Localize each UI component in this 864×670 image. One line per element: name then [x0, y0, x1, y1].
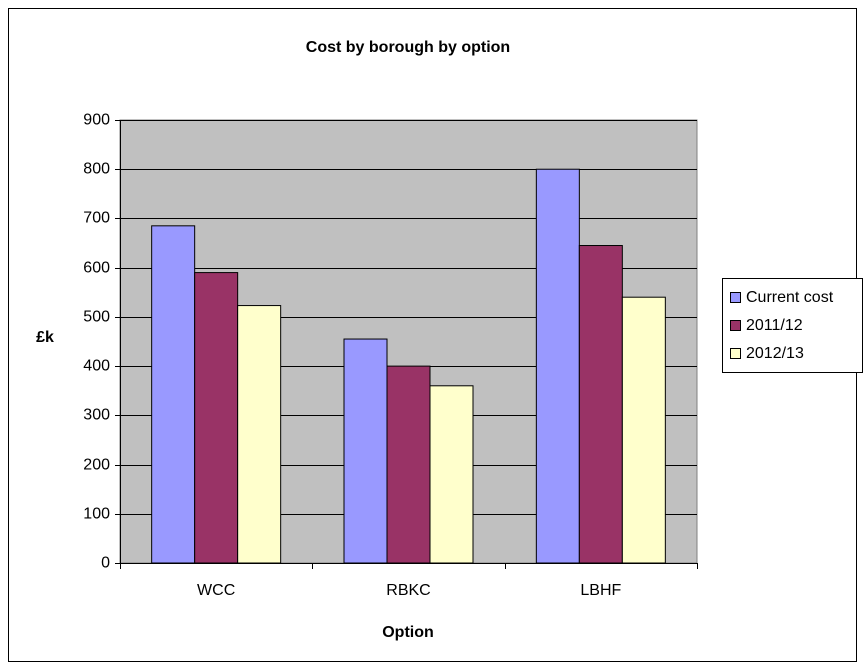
x-tick-label: RBKC [386, 582, 430, 599]
legend-box [722, 278, 863, 373]
legend-swatch [730, 292, 741, 303]
x-axis-label: Option [382, 624, 434, 641]
y-tick-label: 200 [83, 457, 110, 474]
y-tick-label: 400 [83, 358, 110, 375]
y-tick-label: 500 [83, 309, 110, 326]
bar [194, 272, 239, 564]
y-tick-label: 700 [83, 210, 110, 227]
y-tick-label: 900 [83, 112, 110, 129]
bar [151, 225, 196, 564]
bar [621, 296, 666, 564]
bar [429, 385, 474, 564]
legend-swatch [730, 320, 741, 331]
legend-label: Current cost [746, 289, 834, 306]
legend-label: 2012/13 [746, 345, 804, 362]
y-axis-label: £k [36, 329, 54, 346]
x-tick-label: LBHF [580, 582, 621, 599]
y-tick-label: 300 [83, 407, 110, 424]
y-tick-label: 0 [101, 555, 110, 572]
y-tick-label: 600 [83, 260, 110, 277]
bar [535, 168, 580, 564]
chart-title: Cost by borough by option [306, 39, 510, 56]
bar [237, 305, 282, 564]
bar [343, 338, 388, 564]
bar [578, 245, 623, 564]
bar [386, 365, 431, 564]
y-tick-label: 800 [83, 161, 110, 178]
x-tick-label: WCC [197, 582, 235, 599]
legend-label: 2011/12 [746, 317, 803, 334]
y-tick-label: 100 [83, 506, 110, 523]
legend-swatch [730, 348, 741, 359]
